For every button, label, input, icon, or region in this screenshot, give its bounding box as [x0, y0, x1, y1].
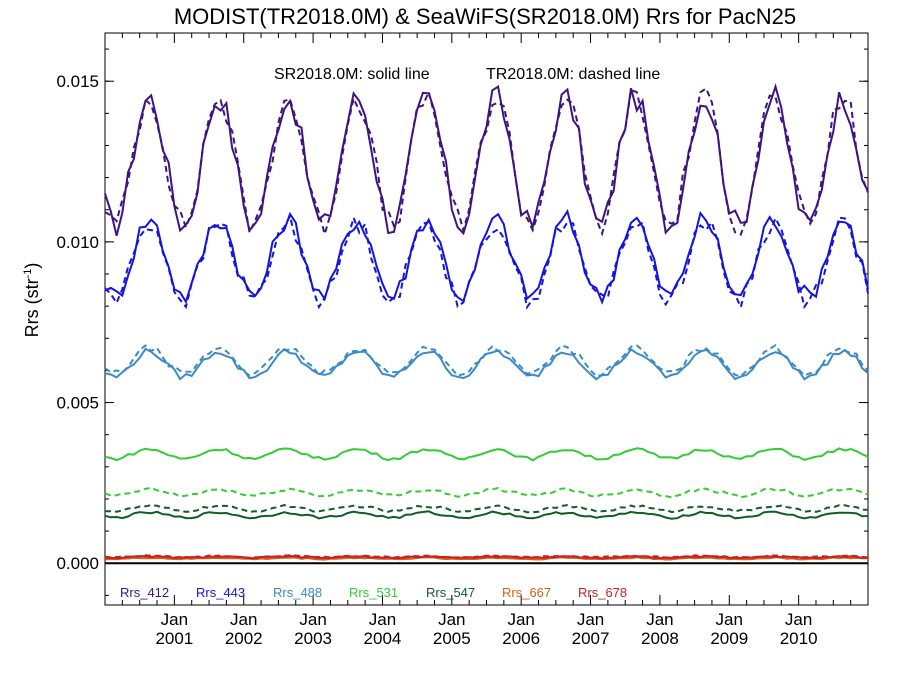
x-tick-month: Jan: [438, 610, 465, 629]
series-lines: [104, 83, 869, 561]
series-line-rrs-443-dashed: [104, 213, 869, 311]
series-line-rrs-678-dashed: [104, 554, 869, 559]
x-tick-month: Jan: [577, 610, 604, 629]
legend-entry-rrs-531: Rrs_531: [349, 585, 398, 600]
series-line-rrs-531-solid: [104, 447, 869, 462]
y-axis-label-close: ): [22, 263, 42, 269]
x-tick-month: Jan: [785, 610, 812, 629]
x-tick-year: 2004: [364, 629, 402, 648]
x-tick-year: 2007: [572, 629, 610, 648]
y-axis-label-sup: -1: [22, 269, 34, 279]
x-tick-month: Jan: [369, 610, 396, 629]
chart-title: MODIST(TR2018.0M) & SeaWiFS(SR2018.0M) R…: [174, 4, 796, 29]
legend-entry-rrs-412: Rrs_412: [120, 585, 169, 600]
y-axis-label-text: Rrs (str: [22, 278, 42, 337]
legend: Rrs_412 Rrs_443 Rrs_488 Rrs_531 Rrs_547 Rrs_6…: [120, 585, 627, 600]
x-tick-year: 2002: [225, 629, 263, 648]
series-line-rrs-547-dashed: [104, 503, 868, 514]
legend-entry-rrs-667: Rrs_667: [502, 585, 551, 600]
series-line-rrs-412-dashed: [104, 86, 869, 238]
x-axis: Jan2001Jan2002Jan2003Jan2004Jan2005Jan20…: [121, 33, 852, 648]
x-tick-year: 2009: [710, 629, 748, 648]
x-tick-month: Jan: [507, 610, 534, 629]
y-tick-label: 0.005: [56, 394, 99, 413]
y-tick-label: 0.010: [56, 233, 99, 252]
x-tick-month: Jan: [716, 610, 743, 629]
y-tick-label: 0.000: [56, 554, 99, 573]
annotation-solid: SR2018.0M: solid line: [274, 66, 430, 83]
series-line-rrs-488-dashed: [104, 343, 869, 378]
plot-frame: [104, 32, 869, 606]
series-line-rrs-667-dashed: [104, 555, 868, 560]
series-line-rrs-547-solid: [104, 510, 869, 520]
series-line-rrs-412-solid: [104, 83, 869, 236]
series-line-rrs-488-solid: [104, 347, 869, 381]
legend-entry-rrs-488: Rrs_488: [273, 585, 322, 600]
series-line-rrs-531-dashed: [104, 486, 869, 499]
annotation-dashed: TR2018.0M: dashed line: [486, 66, 660, 83]
x-tick-month: Jan: [299, 610, 326, 629]
x-tick-year: 2010: [780, 629, 818, 648]
x-tick-year: 2006: [502, 629, 540, 648]
x-tick-year: 2001: [155, 629, 193, 648]
series-line-rrs-443-solid: [104, 208, 869, 305]
x-tick-month: Jan: [230, 610, 257, 629]
y-axis-label: Rrs (str-1): [22, 263, 42, 338]
legend-entry-rrs-547: Rrs_547: [426, 585, 475, 600]
x-tick-year: 2008: [641, 629, 679, 648]
x-tick-month: Jan: [161, 610, 188, 629]
x-tick-month: Jan: [646, 610, 673, 629]
x-tick-year: 2005: [433, 629, 471, 648]
y-tick-label: 0.015: [56, 72, 99, 91]
legend-entry-rrs-678: Rrs_678: [578, 585, 627, 600]
y-axis: 0.000 0.005 0.010 0.015: [56, 48, 868, 596]
legend-entry-rrs-443: Rrs_443: [196, 585, 245, 600]
x-tick-year: 2003: [294, 629, 332, 648]
